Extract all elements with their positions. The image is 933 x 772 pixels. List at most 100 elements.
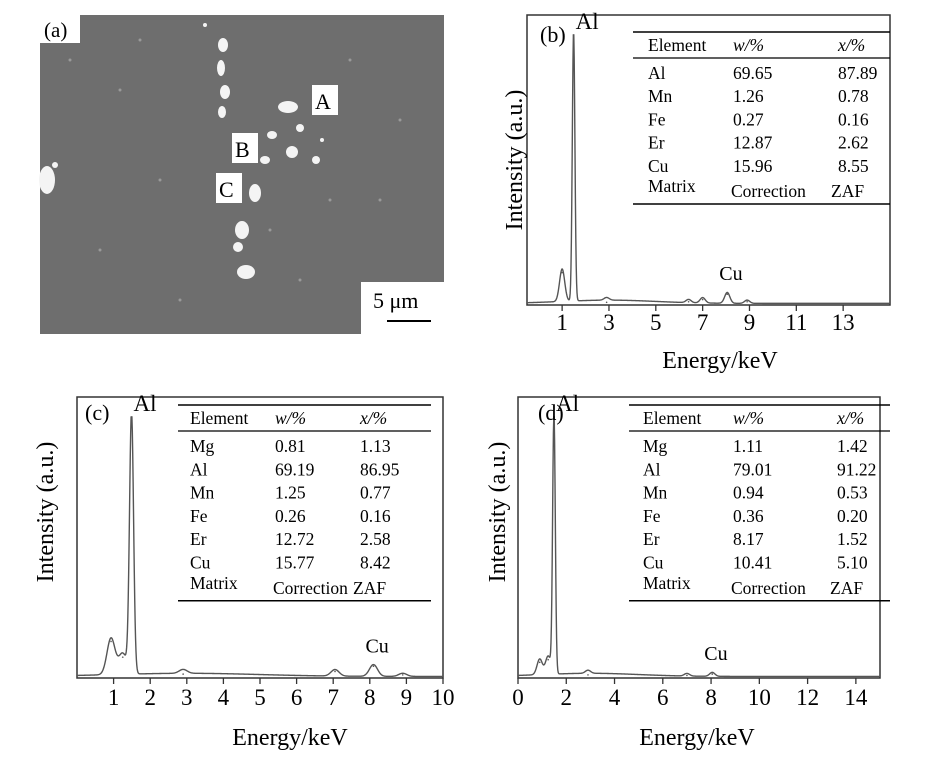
x-tick-label: 1: [108, 685, 120, 710]
x-tick-label: 8: [364, 685, 376, 710]
table-cell: Mn: [643, 483, 668, 503]
panel-label: (c): [85, 400, 109, 425]
x-axis-label: Energy/keV: [639, 725, 755, 751]
x-tick-label: 4: [609, 685, 621, 710]
table-cell: 12.87: [733, 133, 773, 153]
table-header: x/%: [837, 35, 865, 55]
table-footer-cell: Matrix: [190, 573, 238, 593]
table-cell: 0.36: [733, 506, 764, 526]
peak-point: [538, 661, 541, 664]
scale-bar-label: 5 μm: [373, 288, 418, 313]
peak-point: [687, 300, 690, 303]
peak-label: Cu: [704, 643, 727, 665]
x-tick-label: 13: [832, 310, 855, 335]
table-cell: Al: [648, 63, 666, 83]
table-cell: 0.77: [360, 483, 391, 503]
panel-c: Al Cu 1 2 3 4 5 6 7 8 9 10 Energy/keV Intensity (a.u.…: [33, 391, 455, 751]
plot-frame: [526, 14, 891, 306]
peak-label: Cu: [719, 263, 742, 285]
table-cell: 15.96: [733, 156, 773, 176]
table-cell: 15.77: [275, 553, 315, 573]
x-tick-label: 10: [432, 685, 455, 710]
table-cell: Er: [643, 529, 660, 549]
table-cell: 69.19: [275, 459, 315, 479]
plot-frame: [517, 396, 881, 679]
table-footer-cell: Matrix: [648, 176, 696, 196]
table-cell: 2.58: [360, 529, 391, 549]
table-cell: Mn: [190, 483, 215, 503]
y-axis-label: Intensity (a.u.): [33, 442, 59, 583]
peak-point: [130, 416, 133, 418]
x-tick-label: 1: [556, 310, 568, 335]
table-header: w/%: [733, 408, 764, 428]
table-cell: Fe: [643, 506, 661, 526]
x-axis-label: Energy/keV: [232, 725, 348, 751]
peak-point: [182, 673, 184, 675]
peak-point: [686, 674, 688, 677]
x-axis-label: Energy/keV: [662, 348, 778, 374]
panel-a-label: (a): [44, 18, 67, 42]
table-cell: 8.17: [733, 529, 764, 549]
x-tick-label: 6: [291, 685, 303, 710]
panel-a: (a) A B C 5 μm: [39, 15, 444, 334]
marker-b: B: [235, 137, 250, 162]
peak-point: [587, 674, 589, 676]
x-tick-label: 2: [561, 685, 573, 710]
peak-label: Al: [556, 391, 579, 416]
table-cell: Fe: [190, 506, 208, 526]
y-axis-label: Intensity (a.u.): [485, 442, 511, 583]
y-axis-label: Intensity (a.u.): [502, 90, 528, 231]
table-cell: 8.42: [360, 553, 391, 573]
table-cell: Cu: [648, 156, 669, 176]
peak-point: [547, 658, 549, 661]
table-header: Element: [648, 35, 706, 55]
table-cell: 0.27: [733, 109, 764, 129]
x-tick-label: 7: [327, 685, 339, 710]
peak-point: [561, 271, 563, 274]
table-footer-cell: Correction: [731, 578, 806, 598]
x-tick-label: 6: [657, 685, 669, 710]
spectrum-line: [526, 34, 890, 305]
table-cell: Cu: [643, 553, 664, 573]
peak-point: [746, 300, 748, 303]
x-tick-label: 5: [650, 310, 662, 335]
table-cell: Al: [643, 459, 661, 479]
x-tick-label: 2: [144, 685, 156, 710]
peak-point: [711, 673, 714, 675]
peak-point: [553, 416, 555, 418]
table-cell: 0.16: [360, 506, 391, 526]
table-cell: 0.16: [838, 109, 869, 129]
table-footer-cell: ZAF: [353, 578, 386, 598]
x-tick-label: 9: [744, 310, 756, 335]
table-footer-cell: Correction: [731, 181, 806, 201]
peak-point: [110, 640, 112, 643]
table-cell: Mn: [648, 86, 673, 106]
x-tick-label: 5: [254, 685, 266, 710]
peak-label: Al: [134, 391, 157, 416]
marker-c: C: [219, 177, 234, 202]
marker-a: A: [315, 89, 331, 114]
x-tick-label: 12: [796, 685, 819, 710]
table-cell: Er: [190, 529, 207, 549]
table-cell: 0.94: [733, 483, 764, 503]
x-tick-label: 14: [844, 685, 868, 710]
table-header: x/%: [836, 408, 864, 428]
table-cell: Er: [648, 133, 665, 153]
table-header: Element: [643, 408, 701, 428]
table-header: w/%: [275, 408, 306, 428]
x-tick-label: 8: [705, 685, 717, 710]
panel-label: (b): [540, 22, 566, 47]
x-tick-label: 7: [697, 310, 709, 335]
panel-label: (d): [538, 400, 564, 425]
table-cell: Fe: [648, 109, 666, 129]
table-footer-cell: Correction: [273, 578, 348, 598]
table-cell: 0.78: [838, 86, 869, 106]
table-cell: 5.10: [837, 553, 868, 573]
peak-point: [605, 301, 608, 304]
table-header: w/%: [733, 35, 764, 55]
x-tick-label: 11: [785, 310, 807, 335]
table-cell: Al: [190, 459, 208, 479]
table-cell: 0.53: [837, 483, 868, 503]
table-cell: 79.01: [733, 459, 772, 479]
